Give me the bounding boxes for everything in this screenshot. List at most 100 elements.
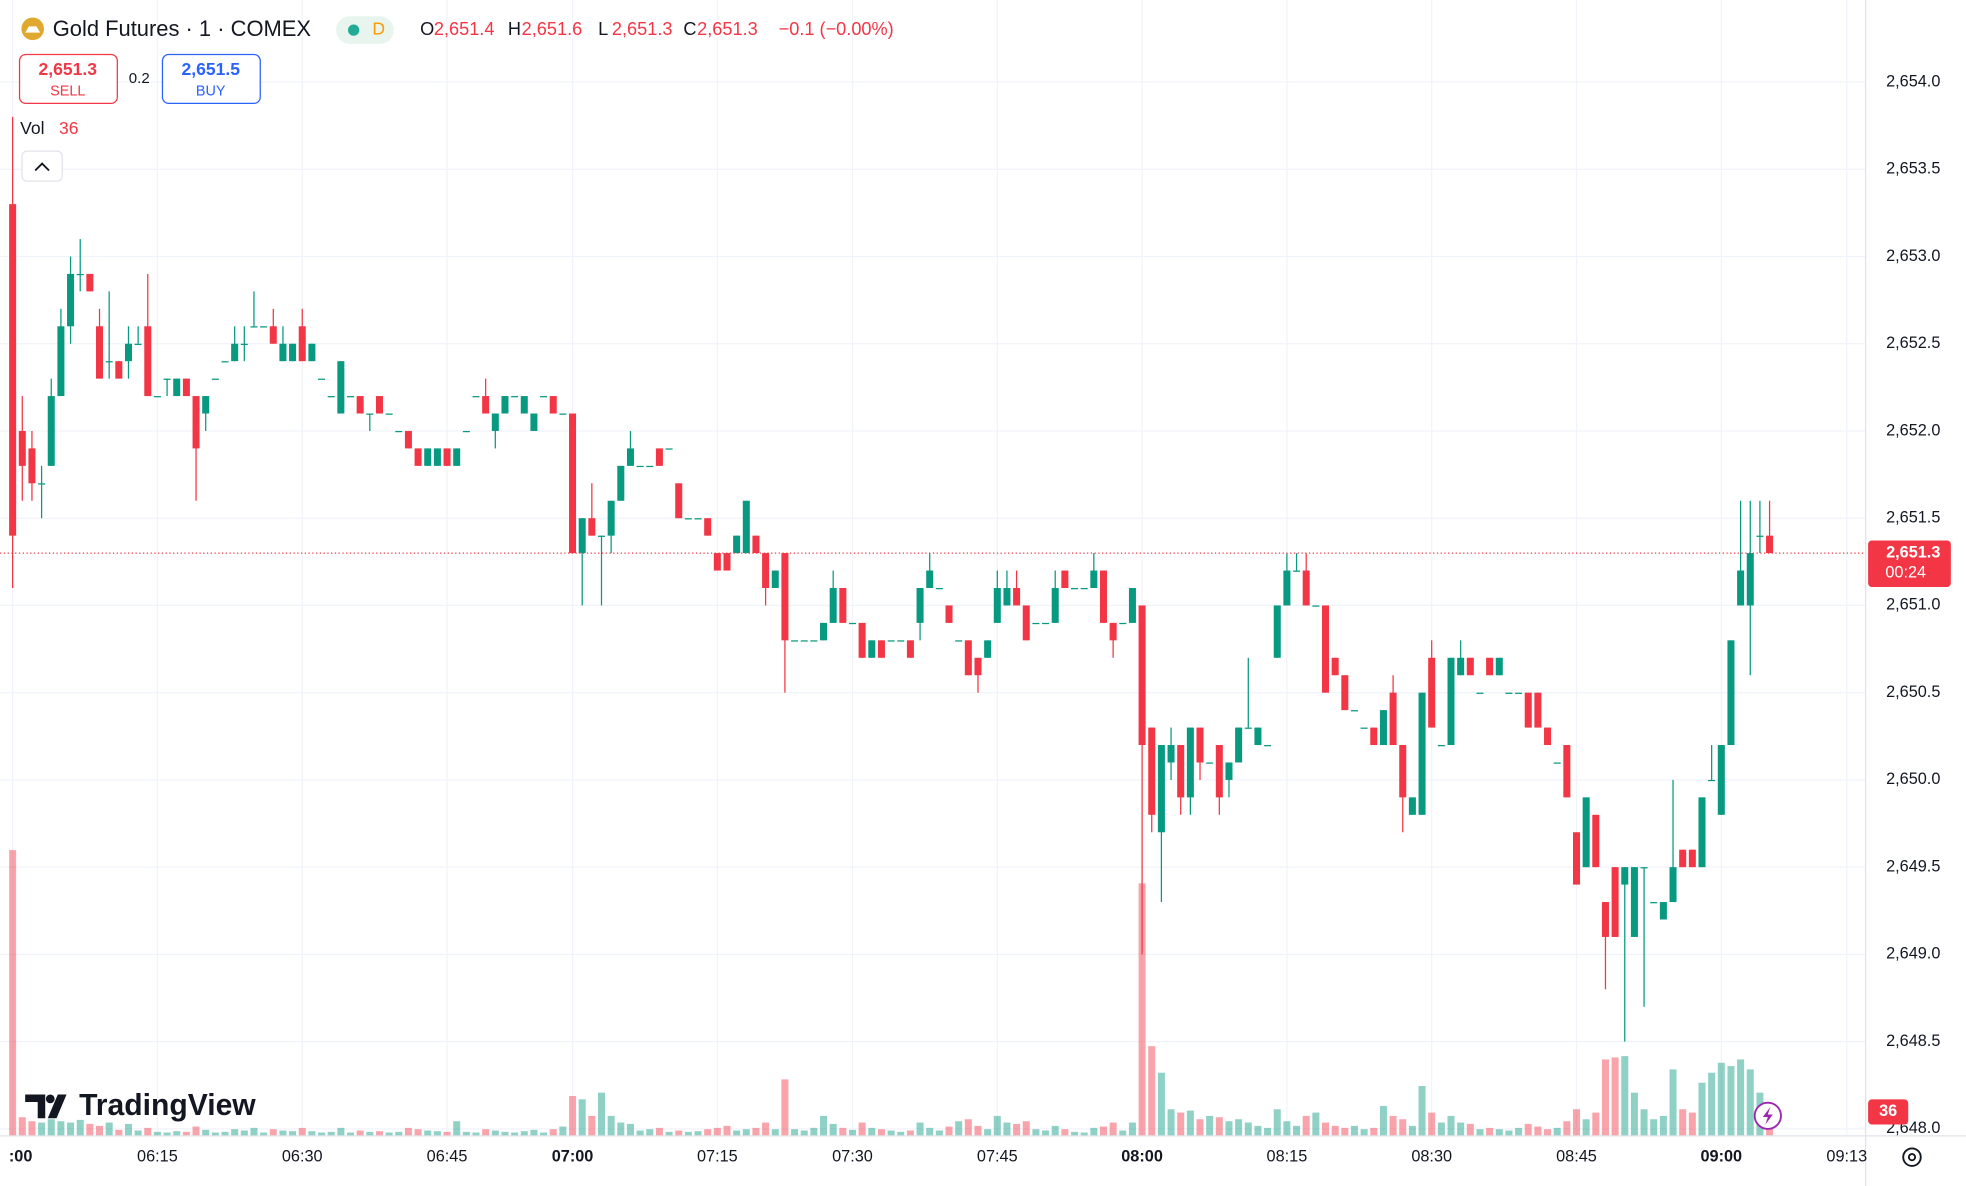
volume-bar [578,1099,586,1136]
candle-body [453,448,461,466]
candle-body [1737,570,1745,606]
ohlc-key: C [683,19,696,39]
candle-body [626,448,634,466]
candle-body [47,396,55,466]
volume-bar [250,1127,258,1136]
candle-body [1389,692,1397,746]
volume-bar [1679,1109,1687,1136]
y-tick-label: 2,649.5 [1886,857,1940,875]
candle-body [877,640,885,658]
candle-body [1592,814,1600,868]
collapse-icon [34,162,50,172]
candle-body [482,396,490,414]
volume-bar [569,1095,577,1136]
buy-label: BUY [196,83,226,99]
volume-bar [1128,1122,1136,1136]
candle-body [810,640,818,642]
volume-bar [781,1079,789,1136]
volume-bar [76,1119,84,1136]
candle-body [115,361,123,379]
volume-bar [1621,1056,1629,1136]
volume-bar [57,1121,65,1136]
candle-body [1235,727,1243,763]
volume-bar [337,1127,345,1136]
candle-body [1717,745,1725,815]
candle-body [231,343,239,362]
candle-body [964,640,972,676]
settings-icon [1907,1153,1917,1162]
volume-bar [733,1130,741,1136]
candle-body [906,640,914,658]
symbol-icon-bars [25,26,41,33]
volume-bar [655,1127,663,1136]
volume-bar [433,1131,441,1136]
logo-mark [25,1094,67,1119]
volume-bar [279,1130,287,1136]
symbol-title[interactable]: Gold Futures · 1 · COMEX [53,16,312,41]
x-tick-label: 06:45 [427,1147,468,1165]
candle-body [1350,710,1358,712]
collapse-button[interactable] [21,150,63,182]
volume-bar [1524,1123,1532,1136]
candle-body [569,413,577,554]
candle-body [1708,779,1716,782]
volume-bar [626,1123,634,1136]
volume-bar [385,1132,393,1136]
volume-bar [356,1130,364,1136]
volume-bar [1379,1105,1387,1136]
volume-bar [1640,1109,1648,1136]
volume-bar [1244,1122,1252,1136]
volume-bar [491,1130,499,1136]
volume-bar [1051,1125,1059,1136]
x-tick-label: 06:30 [282,1147,323,1165]
candle-body [887,640,895,642]
volume-bar [346,1132,355,1136]
candle-body [1109,622,1117,641]
volume-bar [597,1092,606,1136]
status-pill[interactable] [336,16,394,44]
candle-body [1630,867,1638,937]
volume-bar [124,1123,132,1136]
volume-bar [260,1132,268,1136]
volume-bar [298,1127,306,1136]
candle-body [617,465,625,501]
candle-body [1128,587,1136,623]
candle-body [1370,727,1378,746]
volume-bar [945,1126,953,1136]
volume-bar [762,1122,770,1136]
volume-bar [646,1129,654,1136]
volume-bar [1717,1062,1725,1136]
volume-bar [887,1130,895,1136]
volume-bar [848,1129,857,1136]
ohlc-value: 2,651.3 [697,19,758,39]
volume-bar [1138,883,1146,1136]
volume-bar [694,1131,702,1136]
candle-body [675,483,683,519]
candle-body [1022,605,1030,641]
volume-bar [375,1131,383,1136]
candle-body [86,273,94,292]
candle-body [1399,745,1407,798]
ohlc-value: 2,651.4 [434,19,495,39]
volume-bar [1157,1072,1165,1136]
volume-bar [1698,1082,1706,1136]
volume-bar [318,1132,326,1136]
volume-bar [192,1126,200,1136]
volume-bar [1042,1130,1050,1136]
candle-body [781,553,789,641]
candle-body [462,430,470,433]
sell-button[interactable] [18,53,118,105]
volume-bar [1592,1112,1600,1136]
candle-body [96,326,104,379]
candle-body [1051,587,1059,623]
candle-body [974,657,982,676]
volume-bar [1341,1127,1349,1136]
volume-bar [1582,1119,1590,1136]
settings-button[interactable] [1902,1147,1922,1167]
candle-body [144,326,152,397]
volume-bar [791,1129,799,1136]
buy-button[interactable] [161,53,261,105]
candle-body [945,605,953,623]
volume-bar [858,1122,866,1136]
